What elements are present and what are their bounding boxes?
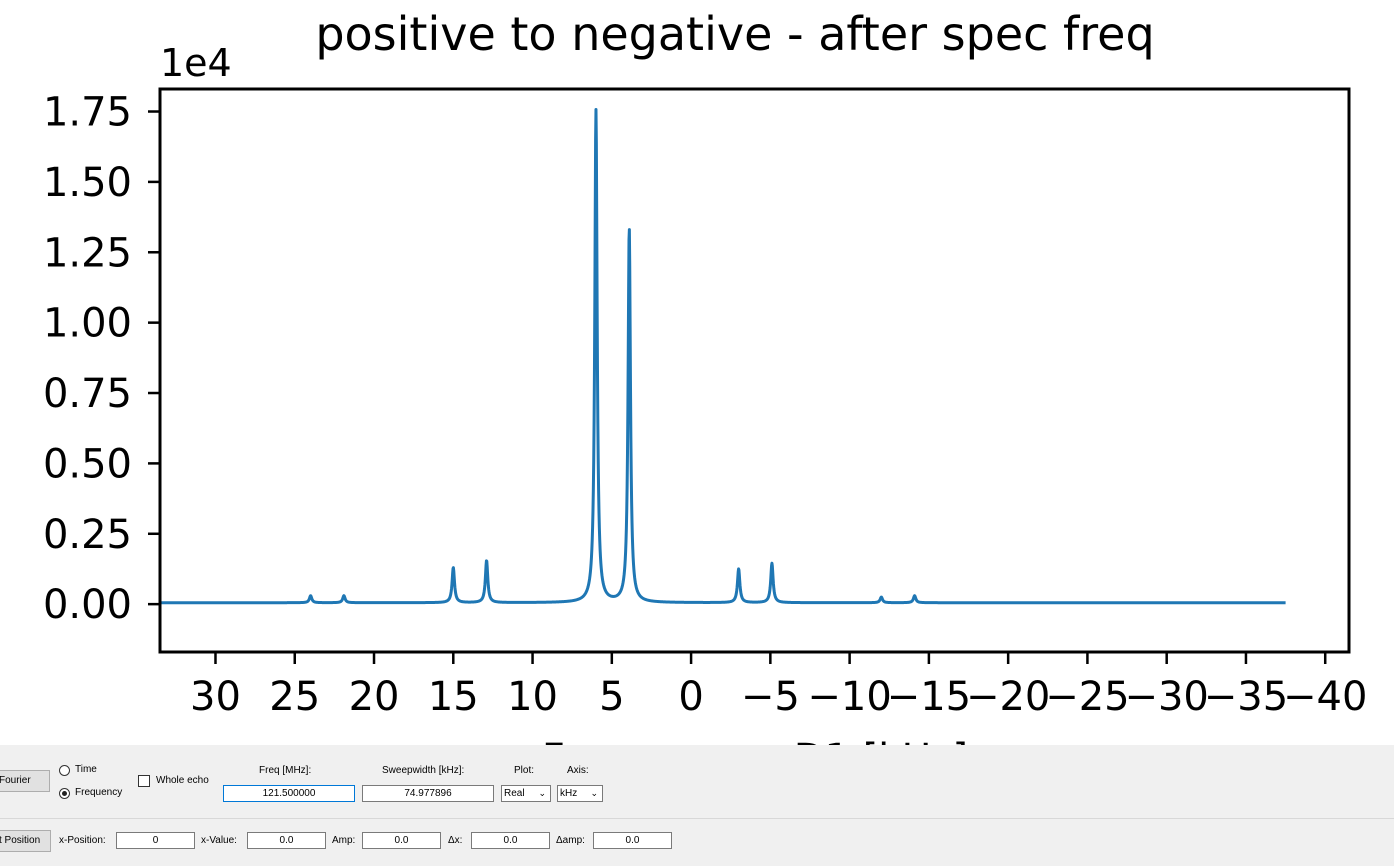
y-tick-label: 0.50	[43, 441, 132, 487]
get-position-button[interactable]: t Position	[0, 830, 51, 852]
x-tick-label: 10	[507, 674, 558, 720]
x-value-input[interactable]: 0.0	[247, 832, 326, 849]
time-radio-label: Time	[75, 764, 97, 775]
y-tick-label: 1.50	[43, 160, 132, 206]
x-position-input[interactable]: 0	[116, 832, 195, 849]
frequency-radio[interactable]	[59, 788, 70, 799]
x-tick-label: −40	[1283, 674, 1367, 720]
axis-select-value: kHz	[560, 788, 578, 799]
y-axis-ticks: 0.00 0.25 0.50 0.75 1.00 1.25 1.50 1.75	[43, 90, 160, 628]
chart-title: positive to negative - after spec freq	[315, 7, 1154, 61]
time-radio[interactable]	[59, 765, 70, 776]
plot-canvas[interactable]: positive to negative - after spec freq 1…	[0, 0, 1394, 745]
fourier-button[interactable]: Fourier	[0, 770, 50, 792]
plot-label: Plot:	[514, 765, 535, 776]
delta-amp-label: Δamp:	[556, 835, 585, 846]
plot-select-value: Real	[504, 788, 525, 799]
freq-label: Freq [MHz]:	[259, 765, 312, 776]
x-tick-label: −15	[887, 674, 971, 720]
x-tick-label: −25	[1045, 674, 1129, 720]
position-controls-bar: t Position x-Position: 0 x-Value: 0.0 Am…	[0, 818, 1394, 866]
x-tick-label: 5	[599, 674, 624, 720]
y-tick-label: 1.25	[43, 230, 132, 276]
delta-x-input[interactable]: 0.0	[471, 832, 550, 849]
x-tick-label: −10	[807, 674, 891, 720]
y-offset-text: 1e4	[160, 41, 232, 85]
amp-input[interactable]: 0.0	[362, 832, 441, 849]
x-axis-label: F D1 [kHz]	[542, 736, 968, 745]
y-tick-label: 0.00	[43, 582, 132, 628]
x-tick-label: 30	[190, 674, 241, 720]
x-tick-label: 20	[349, 674, 400, 720]
freq-input[interactable]: 121.500000	[223, 785, 355, 802]
plot-select[interactable]: Real ⌄	[501, 785, 551, 802]
delta-x-label: Δx:	[448, 835, 463, 846]
y-tick-label: 0.75	[43, 371, 132, 417]
x-tick-label: −5	[741, 674, 800, 720]
spectrum-chart: positive to negative - after spec freq 1…	[43, 7, 1367, 745]
axis-select[interactable]: kHz ⌄	[557, 785, 603, 802]
y-tick-label: 1.00	[43, 301, 132, 347]
x-tick-label: −20	[966, 674, 1050, 720]
frequency-radio-label: Frequency	[75, 787, 123, 798]
x-value-label: x-Value:	[201, 835, 237, 846]
x-tick-label: 15	[428, 674, 479, 720]
chevron-down-icon: ⌄	[538, 788, 546, 798]
y-tick-label: 1.75	[43, 90, 132, 136]
spectrum-series-line	[158, 107, 1287, 605]
x-axis-ticks: 30 25 20 15 10 5 0 −5 −10−15−20−25−30−35−40	[190, 652, 1367, 720]
axes-frame	[158, 87, 1351, 654]
chevron-down-icon: ⌄	[590, 788, 598, 798]
x-tick-label: −35	[1204, 674, 1288, 720]
sweepwidth-label: Sweepwidth [kHz]:	[382, 765, 465, 776]
whole-echo-label: Whole echo	[156, 775, 209, 786]
fourier-controls-bar: Fourier Time Frequency Whole echo Freq […	[0, 745, 1394, 818]
amp-label: Amp:	[332, 835, 356, 846]
delta-amp-input[interactable]: 0.0	[593, 832, 672, 849]
axis-label: Axis:	[567, 765, 589, 776]
x-tick-label: 25	[269, 674, 320, 720]
sweepwidth-input[interactable]: 74.977896	[362, 785, 494, 802]
y-tick-label: 0.25	[43, 512, 132, 558]
x-position-label: x-Position:	[59, 835, 106, 846]
whole-echo-checkbox[interactable]	[138, 775, 150, 787]
x-tick-label: 0	[678, 674, 703, 720]
x-tick-label: −30	[1124, 674, 1208, 720]
